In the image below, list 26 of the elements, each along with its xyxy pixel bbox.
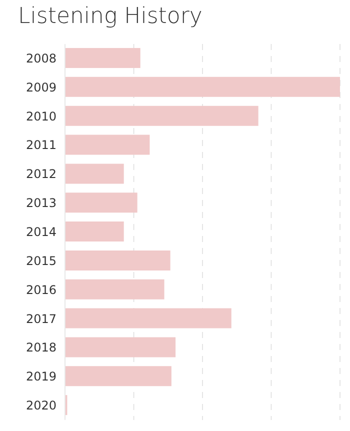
y-tick-label: 2013 [26, 196, 57, 210]
bar [65, 76, 340, 97]
bar [65, 48, 140, 68]
y-tick-label: 2020 [26, 398, 57, 413]
bar [65, 106, 258, 126]
y-tick-label: 2008 [26, 51, 57, 66]
bar [65, 134, 150, 155]
y-tick-label: 2016 [26, 282, 57, 297]
bar [65, 222, 124, 242]
bar [65, 337, 176, 358]
y-tick-label: 2015 [26, 254, 57, 268]
y-tick-label: 2009 [26, 80, 57, 94]
y-tick-label: 2014 [26, 225, 57, 239]
bar [65, 192, 138, 213]
y-tick-label: 2012 [26, 167, 57, 182]
bar [65, 250, 170, 270]
chart-title: Listening History [18, 4, 204, 31]
y-tick-label: 2019 [26, 370, 57, 384]
bar [65, 308, 232, 328]
y-tick-label: 2017 [26, 312, 57, 326]
y-tick-label: 2011 [26, 138, 57, 152]
bar [65, 279, 164, 300]
y-tick-label: 2018 [26, 340, 57, 355]
bar [65, 164, 124, 184]
bar [65, 366, 172, 386]
y-tick-label: 2010 [26, 109, 57, 124]
